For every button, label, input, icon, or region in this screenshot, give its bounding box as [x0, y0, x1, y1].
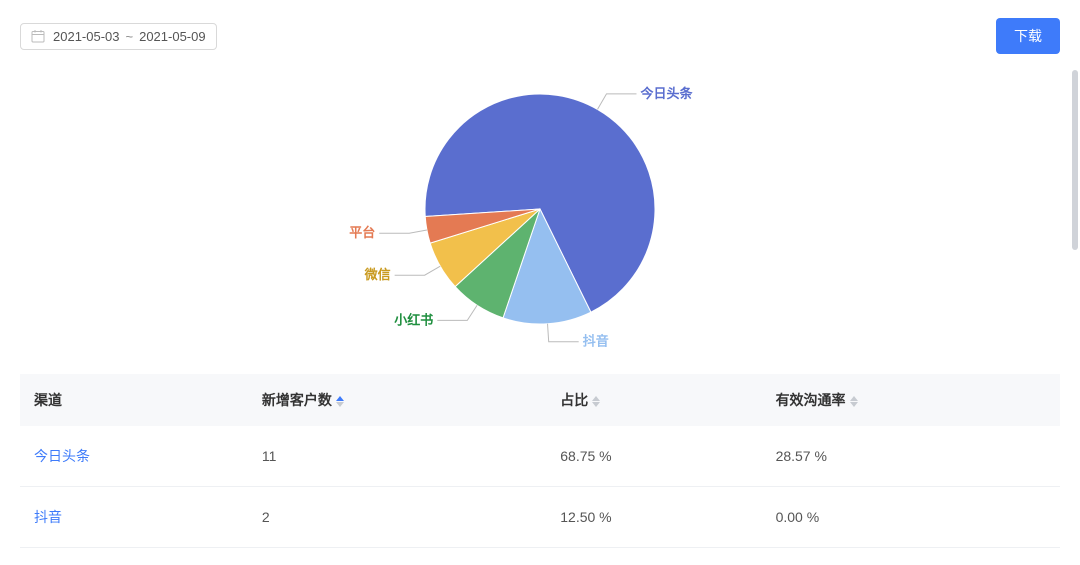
cell-new: 2: [248, 487, 546, 548]
table-row: 今日头条 1168.75 %28.57 %: [20, 426, 1060, 487]
page-container: 2021-05-03 ~ 2021-05-09 下载 今日头条抖音小红书微信平台…: [0, 0, 1080, 565]
pie-chart-svg: 今日头条抖音 小红书 微信 平台: [180, 64, 900, 354]
pie-label-小红书: 小红书: [394, 312, 433, 327]
table-header: 渠道 新增客户数 占比 有效沟通率: [20, 374, 1060, 426]
cell-channel: 今日头条: [20, 426, 248, 487]
sort-icon[interactable]: [592, 396, 600, 407]
date-start: 2021-05-03: [53, 29, 120, 44]
table-row: 抖音 212.50 %0.00 %: [20, 487, 1060, 548]
cell-ratio: 68.75 %: [546, 426, 761, 487]
download-button[interactable]: 下载: [996, 18, 1060, 54]
pie-leader: [437, 305, 477, 320]
col-label: 新增客户数: [262, 392, 332, 408]
table-body: 今日头条 1168.75 %28.57 % 抖音 212.50 %0.00 %: [20, 426, 1060, 548]
pie-label-今日头条: 今日头条: [640, 86, 694, 101]
data-table: 渠道 新增客户数 占比 有效沟通率 今日头条 1168.75 %28.57 % 抖音 212…: [20, 374, 1060, 548]
pie-label-微信: 微信: [364, 267, 391, 282]
date-separator: ~: [126, 29, 134, 44]
scrollbar[interactable]: [1072, 70, 1078, 250]
col-label: 渠道: [34, 392, 62, 408]
cell-eff_rate: 0.00 %: [762, 487, 1060, 548]
cell-channel: 抖音: [20, 487, 248, 548]
col-eff_rate[interactable]: 有效沟通率: [762, 374, 1060, 426]
cell-eff_rate: 28.57 %: [762, 426, 1060, 487]
col-ratio[interactable]: 占比: [546, 374, 761, 426]
channel-link[interactable]: 今日头条: [34, 448, 90, 464]
pie-leader: [395, 266, 441, 275]
col-label: 占比: [560, 392, 588, 408]
pie-leader: [598, 94, 637, 110]
pie-leader: [548, 324, 579, 342]
pie-leader: [379, 230, 427, 233]
date-range-picker[interactable]: 2021-05-03 ~ 2021-05-09: [20, 23, 217, 50]
cell-ratio: 12.50 %: [546, 487, 761, 548]
col-label: 有效沟通率: [776, 392, 846, 408]
sort-icon[interactable]: [336, 396, 344, 407]
topbar: 2021-05-03 ~ 2021-05-09 下载: [20, 18, 1060, 54]
col-channel: 渠道: [20, 374, 248, 426]
cell-new: 11: [248, 426, 546, 487]
date-end: 2021-05-09: [139, 29, 206, 44]
calendar-icon: [31, 29, 45, 43]
col-new[interactable]: 新增客户数: [248, 374, 546, 426]
sort-icon[interactable]: [850, 396, 858, 407]
pie-chart: 今日头条抖音 小红书 微信 平台: [20, 64, 1060, 354]
channel-link[interactable]: 抖音: [34, 509, 62, 525]
pie-label-抖音: 抖音: [583, 334, 609, 349]
pie-label-平台: 平台: [349, 225, 375, 240]
